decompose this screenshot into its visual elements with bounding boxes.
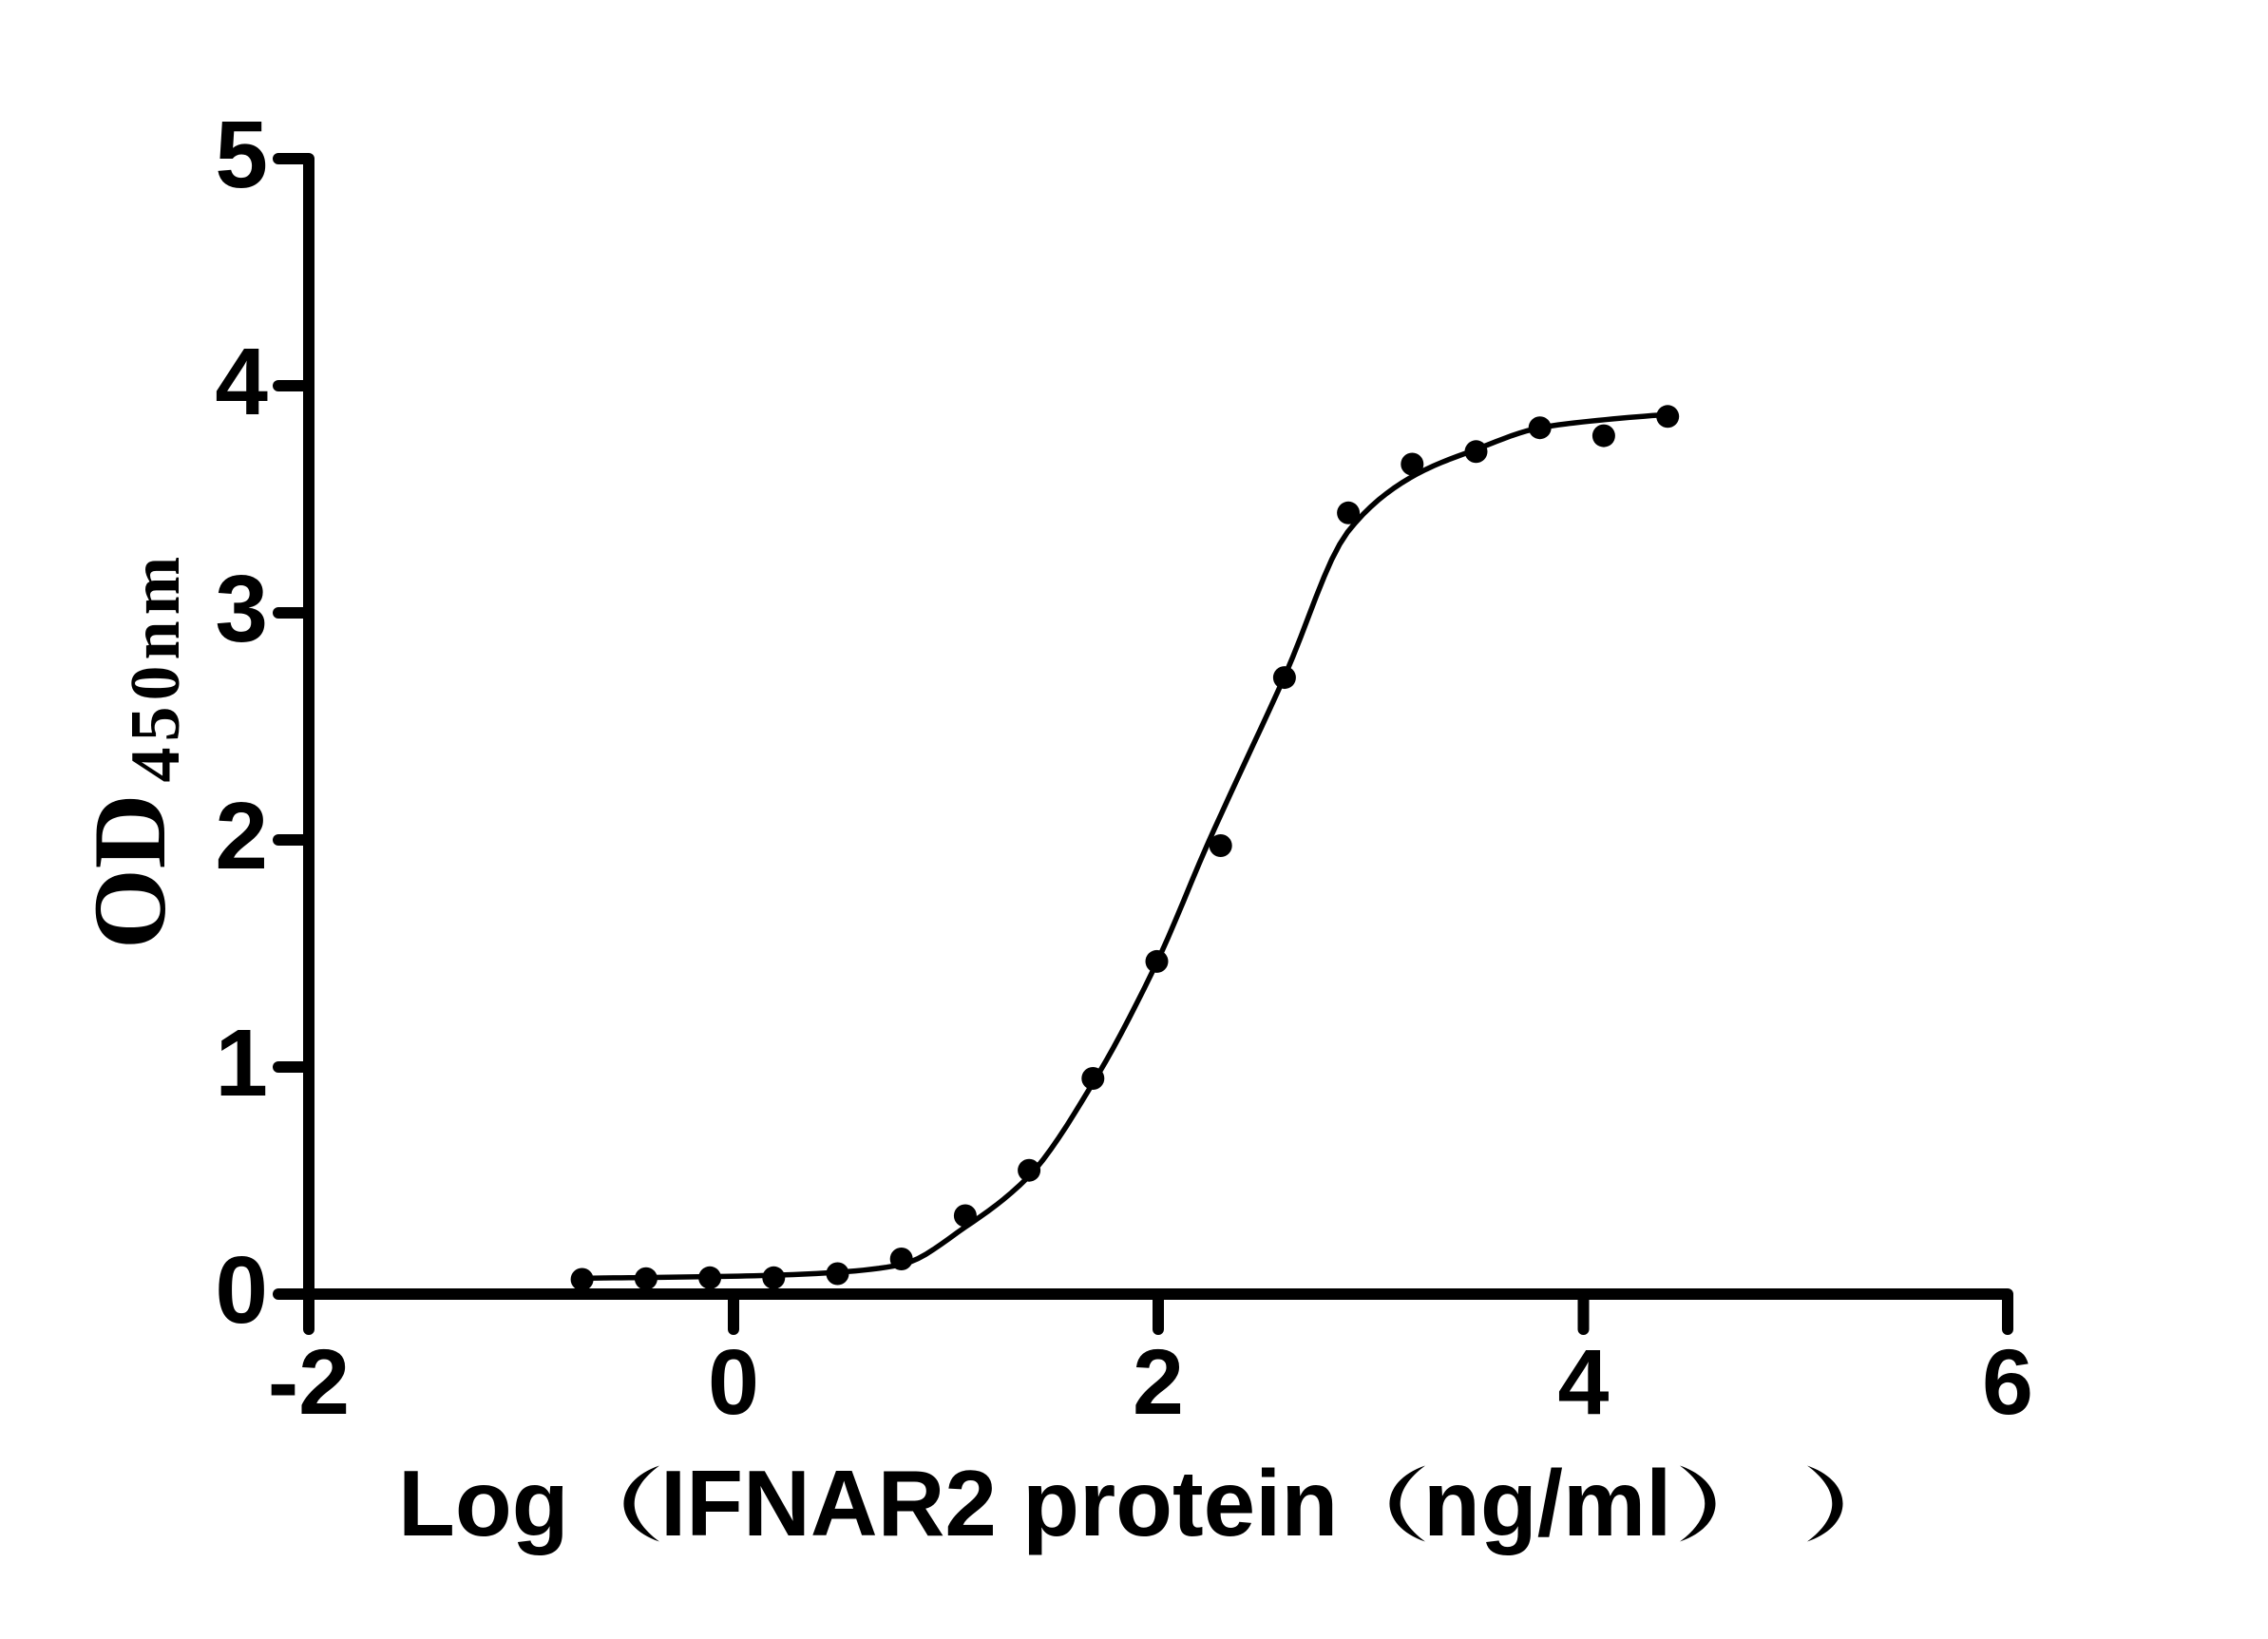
svg-text:IFNAR2 protein: IFNAR2 protein [660,1451,1338,1555]
svg-text:0: 0 [215,1237,268,1344]
svg-text:2: 2 [1133,1330,1184,1434]
svg-text:-2: -2 [268,1330,350,1434]
svg-text:1: 1 [215,1010,268,1116]
svg-text:3: 3 [215,556,268,662]
svg-text:4: 4 [1558,1330,1610,1434]
svg-text:4: 4 [215,329,268,435]
svg-text:ng/ml: ng/ml [1423,1451,1671,1555]
svg-text:Log: Log [398,1451,569,1555]
svg-text:6: 6 [1982,1330,2033,1434]
svg-text:5: 5 [215,102,268,208]
svg-text:0: 0 [708,1330,759,1434]
svg-text:2: 2 [215,783,268,889]
